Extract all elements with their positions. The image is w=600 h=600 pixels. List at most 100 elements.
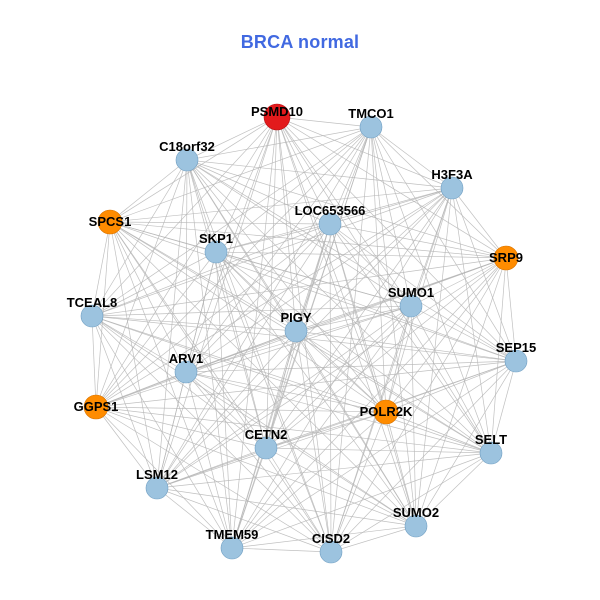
network-node-cetn2 xyxy=(254,436,278,460)
edge xyxy=(186,159,507,259)
edge xyxy=(330,305,412,553)
network-node-spcs1 xyxy=(97,209,123,235)
network-node-ggps1 xyxy=(83,394,109,420)
edge xyxy=(186,159,492,454)
network-node-arv1 xyxy=(174,360,198,384)
edge xyxy=(95,251,217,408)
node-label-skp1: SKP1 xyxy=(199,231,233,246)
edge xyxy=(186,159,217,253)
edge xyxy=(185,116,278,373)
edge xyxy=(415,187,453,527)
edge xyxy=(490,257,507,454)
edge xyxy=(95,406,233,549)
edge xyxy=(329,223,332,553)
edge xyxy=(276,116,372,128)
node-label-spcs1: SPCS1 xyxy=(89,214,132,229)
edge xyxy=(231,547,332,553)
node-label-lsm12: LSM12 xyxy=(136,467,178,482)
node-label-arv1: ARV1 xyxy=(169,351,203,366)
edge xyxy=(156,305,412,489)
edge xyxy=(265,305,412,449)
network-node-lsm12 xyxy=(145,476,169,500)
edge xyxy=(109,159,188,223)
label-layer: PSMD10 TMCO1 C18orf32 H3F3A SPCS1 LOC653566 SK… xyxy=(67,104,537,546)
edge xyxy=(295,305,412,332)
edge xyxy=(95,371,187,408)
edge xyxy=(276,116,297,332)
edge xyxy=(109,126,372,223)
node-label-tmem59: TMEM59 xyxy=(206,527,259,542)
edge xyxy=(330,126,372,553)
edge xyxy=(91,315,387,413)
edge xyxy=(91,251,217,317)
network-node-h3f3a xyxy=(440,176,464,200)
edge xyxy=(109,221,331,225)
network-node-skp1 xyxy=(204,240,228,264)
network-node-polr2k xyxy=(373,399,399,425)
network-node-sep15 xyxy=(504,349,528,373)
edge xyxy=(295,187,453,332)
edge xyxy=(185,371,492,454)
node-label-h3f3a: H3F3A xyxy=(431,167,473,182)
edge xyxy=(410,305,417,527)
edge xyxy=(109,221,158,489)
edge xyxy=(215,251,507,259)
edge xyxy=(156,487,233,549)
node-label-c18orf32: C18orf32 xyxy=(159,139,215,154)
edge xyxy=(276,116,331,225)
edge xyxy=(330,411,387,553)
node-label-sep15: SEP15 xyxy=(496,340,536,355)
network-node-psmd10 xyxy=(263,103,291,131)
edge xyxy=(186,159,331,225)
edge xyxy=(109,221,233,549)
edge xyxy=(505,257,517,362)
edge xyxy=(95,406,158,489)
edge xyxy=(385,257,507,413)
edge xyxy=(490,360,517,454)
edge xyxy=(329,223,507,259)
edge xyxy=(370,126,517,362)
edge xyxy=(91,126,372,317)
edge xyxy=(186,159,517,362)
edge xyxy=(231,447,267,549)
edge xyxy=(91,187,453,317)
edge xyxy=(451,187,517,362)
network-node-pigy xyxy=(284,319,308,343)
edge xyxy=(95,126,372,408)
edge xyxy=(156,360,517,489)
edge xyxy=(156,257,507,489)
edge xyxy=(370,126,412,307)
edge xyxy=(156,371,187,489)
edge xyxy=(215,251,297,332)
edge xyxy=(215,251,492,454)
edge xyxy=(91,116,278,317)
edge xyxy=(410,257,507,307)
edge xyxy=(91,159,188,317)
edge xyxy=(265,116,278,449)
edge xyxy=(295,330,387,413)
edge xyxy=(156,487,332,553)
edge xyxy=(185,223,331,373)
node-label-sumo1: SUMO1 xyxy=(388,285,434,300)
edge xyxy=(91,315,233,549)
edge xyxy=(415,452,492,527)
network-node-selt xyxy=(479,441,503,465)
network-node-sumo2 xyxy=(404,514,428,538)
edge xyxy=(91,305,412,317)
network-node-sumo1 xyxy=(399,294,423,318)
edge xyxy=(95,406,387,413)
edge xyxy=(91,223,331,317)
edge xyxy=(109,221,297,332)
edge xyxy=(185,371,332,553)
edge xyxy=(276,116,507,259)
node-label-psmd10: PSMD10 xyxy=(251,104,303,119)
edge xyxy=(156,126,372,489)
edge xyxy=(91,315,297,332)
edge xyxy=(91,221,111,317)
edge xyxy=(276,116,453,189)
edge xyxy=(109,221,187,373)
edge xyxy=(109,221,507,259)
edge xyxy=(329,223,387,413)
edge xyxy=(329,223,412,307)
edge xyxy=(330,360,517,553)
